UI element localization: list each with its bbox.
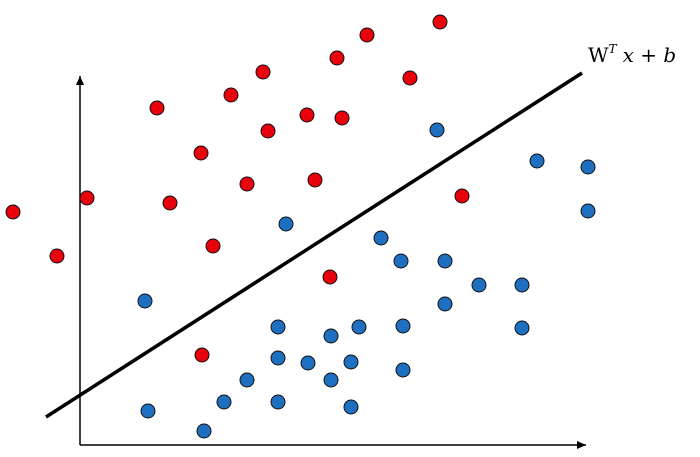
blue-point <box>437 253 453 269</box>
blue-point <box>300 355 316 371</box>
blue-point <box>514 320 530 336</box>
blue-point <box>270 319 286 335</box>
red-point <box>205 238 221 254</box>
red-point <box>329 50 345 66</box>
blue-point <box>395 362 411 378</box>
red-point <box>162 195 178 211</box>
red-point <box>49 248 65 264</box>
red-point <box>359 27 375 43</box>
blue-point <box>196 423 212 439</box>
points <box>5 14 596 439</box>
blue-point <box>580 203 596 219</box>
blue-point <box>278 216 294 232</box>
blue-point <box>395 318 411 334</box>
decision-boundary <box>45 71 583 419</box>
red-point <box>260 123 276 139</box>
boundary-label: WT x + b <box>588 42 676 67</box>
label-superscript: T <box>609 42 618 56</box>
blue-point <box>323 372 339 388</box>
blue-point <box>323 328 339 344</box>
red-point <box>255 64 271 80</box>
blue-point <box>137 293 153 309</box>
blue-point <box>216 394 232 410</box>
blue-point <box>239 372 255 388</box>
blue-point <box>393 253 409 269</box>
blue-point <box>471 277 487 293</box>
blue-point <box>270 350 286 366</box>
red-point <box>79 190 95 206</box>
blue-point <box>373 230 389 246</box>
red-point <box>299 107 315 123</box>
blue-point <box>343 399 359 415</box>
blue-point <box>580 159 596 175</box>
red-point <box>402 70 418 86</box>
red-point <box>5 204 21 220</box>
red-point <box>149 100 165 116</box>
red-point <box>239 176 255 192</box>
red-point <box>194 347 210 363</box>
label-rest: x + b <box>623 43 677 67</box>
blue-point <box>514 277 530 293</box>
red-point <box>334 110 350 126</box>
blue-point <box>343 354 359 370</box>
blue-point <box>351 319 367 335</box>
blue-point <box>140 403 156 419</box>
red-point <box>322 269 338 285</box>
blue-point <box>429 122 445 138</box>
blue-point <box>437 296 453 312</box>
blue-point <box>270 394 286 410</box>
red-point <box>454 188 470 204</box>
red-point <box>223 87 239 103</box>
blue-point <box>529 153 545 169</box>
red-point <box>193 145 209 161</box>
red-point <box>432 14 448 30</box>
label-base: W <box>588 43 609 67</box>
red-point <box>307 172 323 188</box>
